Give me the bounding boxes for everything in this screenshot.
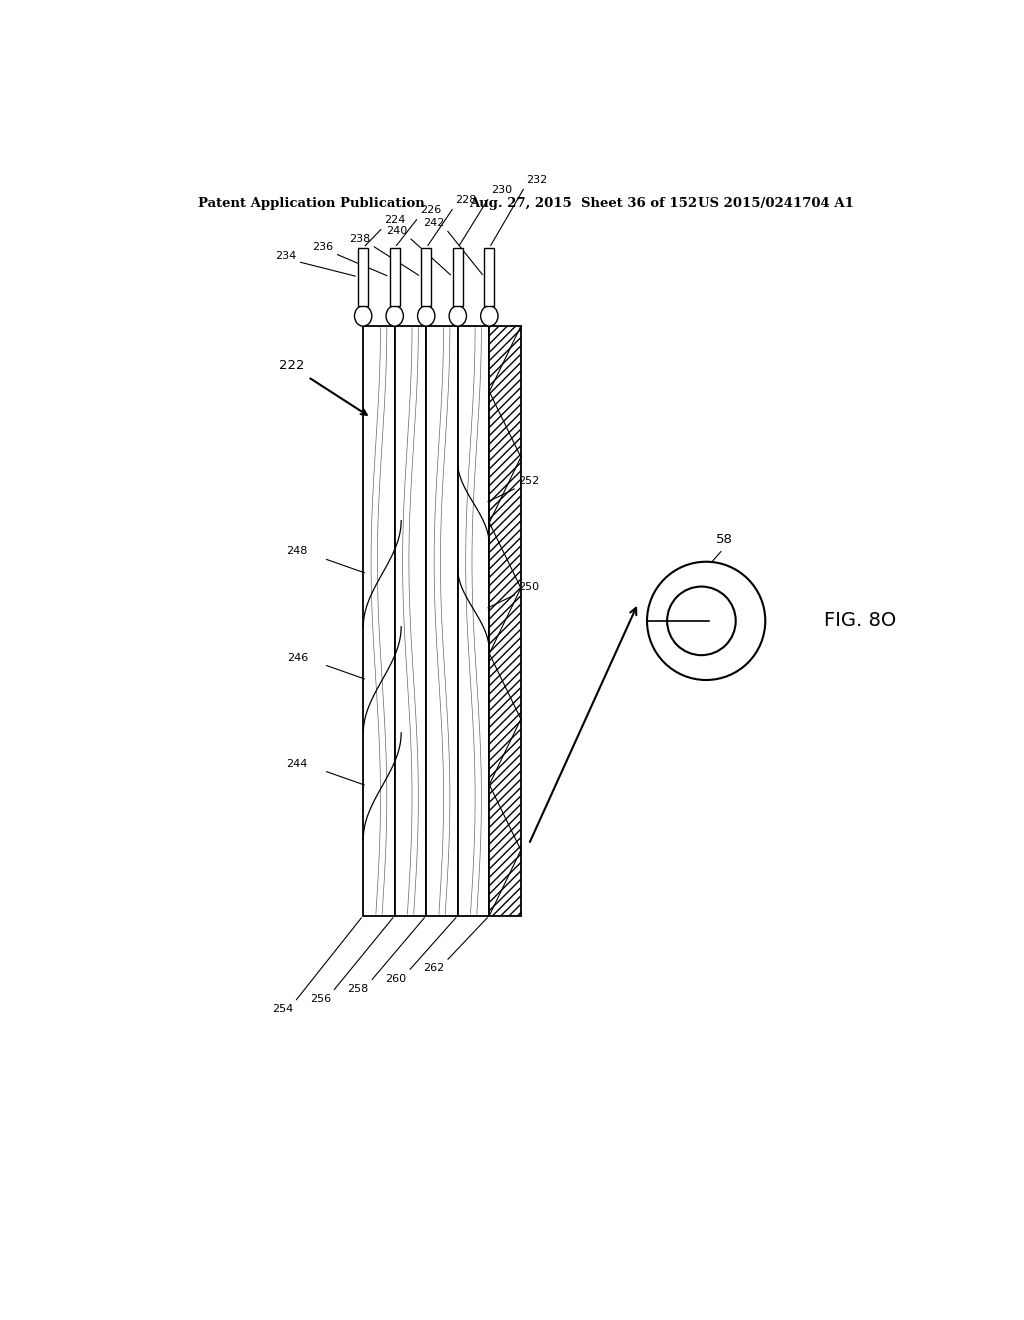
Text: 256: 256 bbox=[309, 994, 331, 1005]
Text: 252: 252 bbox=[518, 475, 540, 486]
Text: 242: 242 bbox=[423, 218, 444, 228]
Ellipse shape bbox=[450, 306, 467, 326]
Text: 248: 248 bbox=[287, 546, 308, 557]
Text: 232: 232 bbox=[526, 174, 548, 185]
Ellipse shape bbox=[418, 306, 435, 326]
Text: US 2015/0241704 A1: US 2015/0241704 A1 bbox=[698, 197, 854, 210]
Text: 236: 236 bbox=[312, 243, 333, 252]
Text: 230: 230 bbox=[490, 185, 512, 195]
Bar bbox=[484, 248, 495, 306]
Bar bbox=[421, 248, 431, 306]
Text: 262: 262 bbox=[423, 964, 444, 973]
Bar bbox=[358, 248, 369, 306]
Text: 260: 260 bbox=[385, 974, 407, 983]
Bar bbox=[389, 248, 399, 306]
Text: 224: 224 bbox=[384, 215, 406, 226]
Text: 222: 222 bbox=[279, 359, 304, 372]
Text: 244: 244 bbox=[287, 759, 308, 768]
Text: 234: 234 bbox=[274, 251, 296, 260]
Text: 258: 258 bbox=[347, 983, 369, 994]
Text: 246: 246 bbox=[287, 652, 308, 663]
Bar bbox=[394, 326, 426, 916]
Text: Aug. 27, 2015  Sheet 36 of 152: Aug. 27, 2015 Sheet 36 of 152 bbox=[470, 197, 697, 210]
Ellipse shape bbox=[354, 306, 372, 326]
Text: 58: 58 bbox=[716, 533, 732, 546]
Ellipse shape bbox=[386, 306, 403, 326]
Bar bbox=[426, 326, 458, 916]
Text: FIG. 8O: FIG. 8O bbox=[824, 611, 897, 631]
Text: 250: 250 bbox=[518, 582, 540, 591]
Bar bbox=[364, 326, 394, 916]
Text: 228: 228 bbox=[456, 195, 477, 205]
Bar bbox=[458, 326, 489, 916]
Text: 240: 240 bbox=[386, 226, 408, 236]
Text: 254: 254 bbox=[271, 1005, 293, 1014]
Text: Patent Application Publication: Patent Application Publication bbox=[198, 197, 424, 210]
Text: 238: 238 bbox=[349, 234, 371, 244]
Ellipse shape bbox=[480, 306, 498, 326]
Text: 226: 226 bbox=[420, 206, 441, 215]
Bar bbox=[489, 326, 521, 916]
Bar bbox=[453, 248, 463, 306]
